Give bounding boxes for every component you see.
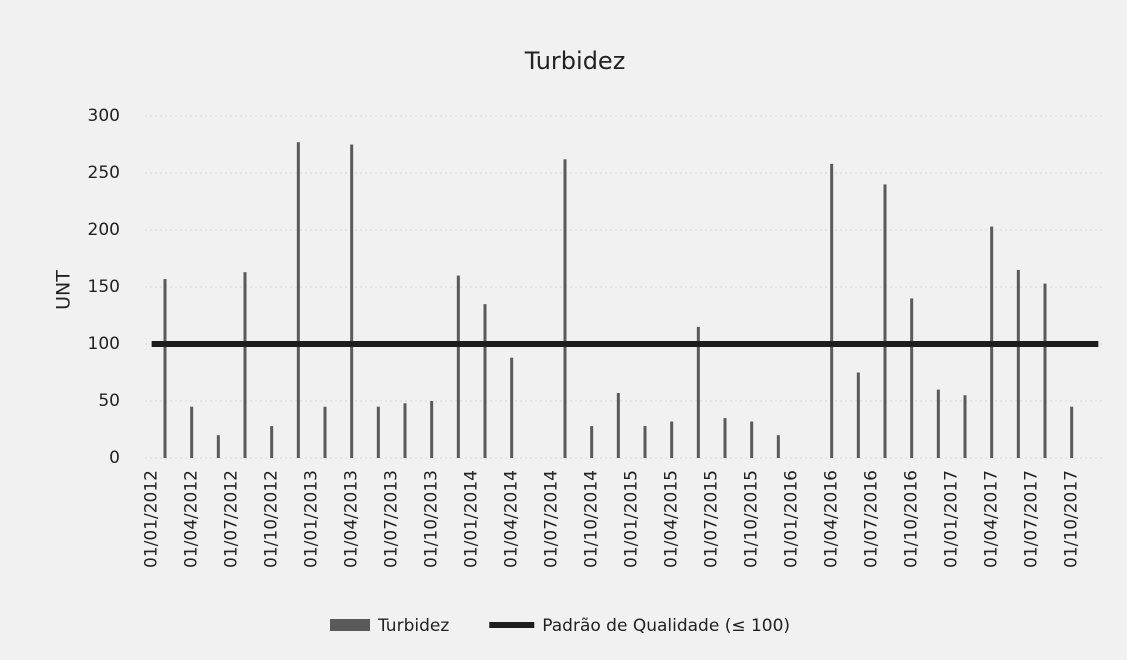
bar bbox=[403, 403, 407, 458]
bar bbox=[590, 426, 594, 458]
bar bbox=[750, 421, 754, 458]
x-tick-label: 01/04/2017 bbox=[982, 470, 1002, 568]
x-tick-label: 01/01/2012 bbox=[142, 470, 162, 568]
bar bbox=[243, 272, 247, 458]
x-tick-label: 01/07/2013 bbox=[382, 470, 402, 568]
bar bbox=[936, 389, 940, 458]
y-tick-label: 50 bbox=[98, 391, 120, 411]
y-tick-label: 300 bbox=[88, 106, 120, 126]
x-tick-label: 01/07/2017 bbox=[1022, 470, 1042, 568]
x-tick-label: 01/04/2013 bbox=[342, 470, 362, 568]
bar bbox=[563, 159, 567, 458]
x-tick-label: 01/10/2012 bbox=[262, 470, 282, 568]
y-tick-label: 250 bbox=[88, 163, 120, 183]
bar bbox=[163, 279, 167, 458]
y-tick-label: 100 bbox=[88, 334, 120, 354]
bar bbox=[216, 435, 220, 458]
x-tick-label: 01/04/2016 bbox=[822, 470, 842, 568]
bar bbox=[856, 372, 860, 458]
x-tick-label: 01/01/2013 bbox=[302, 470, 322, 568]
bar bbox=[1043, 283, 1047, 458]
x-tick-label: 01/01/2016 bbox=[782, 470, 802, 568]
bar bbox=[483, 304, 487, 458]
bar bbox=[1070, 406, 1074, 458]
legend-label: Padrão de Qualidade (≤ 100) bbox=[542, 616, 790, 636]
x-tick-label: 01/07/2016 bbox=[862, 470, 882, 568]
bar bbox=[910, 298, 914, 458]
x-tick-label: 01/01/2015 bbox=[622, 470, 642, 568]
x-tick-label: 01/10/2017 bbox=[1062, 470, 1082, 568]
bar bbox=[670, 421, 674, 458]
x-tick-label: 01/01/2017 bbox=[942, 470, 962, 568]
bar bbox=[456, 275, 460, 458]
x-tick-label: 01/04/2015 bbox=[662, 470, 682, 568]
x-tick-label: 01/01/2014 bbox=[462, 470, 482, 568]
bar bbox=[1016, 269, 1020, 458]
y-tick-label: 200 bbox=[88, 220, 120, 240]
bar bbox=[323, 406, 327, 458]
bar bbox=[270, 426, 274, 458]
legend-swatch bbox=[330, 619, 370, 631]
y-tick-label: 0 bbox=[109, 448, 120, 468]
bar bbox=[883, 184, 887, 458]
y-axis-label: UNT bbox=[53, 270, 75, 310]
x-tick-label: 01/10/2013 bbox=[422, 470, 442, 568]
x-tick-label: 01/10/2014 bbox=[582, 470, 602, 568]
x-tick-label: 01/04/2014 bbox=[502, 470, 522, 568]
bar bbox=[350, 144, 354, 458]
bar bbox=[963, 395, 967, 458]
x-tick-label: 01/10/2016 bbox=[902, 470, 922, 568]
bar bbox=[616, 393, 620, 458]
bar bbox=[376, 406, 380, 458]
x-tick-label: 01/07/2014 bbox=[542, 470, 562, 568]
bar bbox=[190, 406, 194, 458]
bar bbox=[643, 426, 647, 458]
x-tick-label: 01/07/2012 bbox=[222, 470, 242, 568]
x-tick-label: 01/04/2012 bbox=[182, 470, 202, 568]
legend-label: Turbidez bbox=[377, 616, 449, 636]
y-tick-label: 150 bbox=[88, 277, 120, 297]
x-tick-label: 01/10/2015 bbox=[742, 470, 762, 568]
bar bbox=[723, 418, 727, 458]
bar bbox=[830, 163, 834, 458]
bar bbox=[296, 142, 300, 458]
chart-title: Turbidez bbox=[524, 47, 626, 75]
bar bbox=[696, 326, 700, 458]
bar bbox=[430, 401, 434, 458]
x-tick-label: 01/07/2015 bbox=[702, 470, 722, 568]
bar bbox=[776, 435, 780, 458]
bar bbox=[510, 357, 514, 458]
